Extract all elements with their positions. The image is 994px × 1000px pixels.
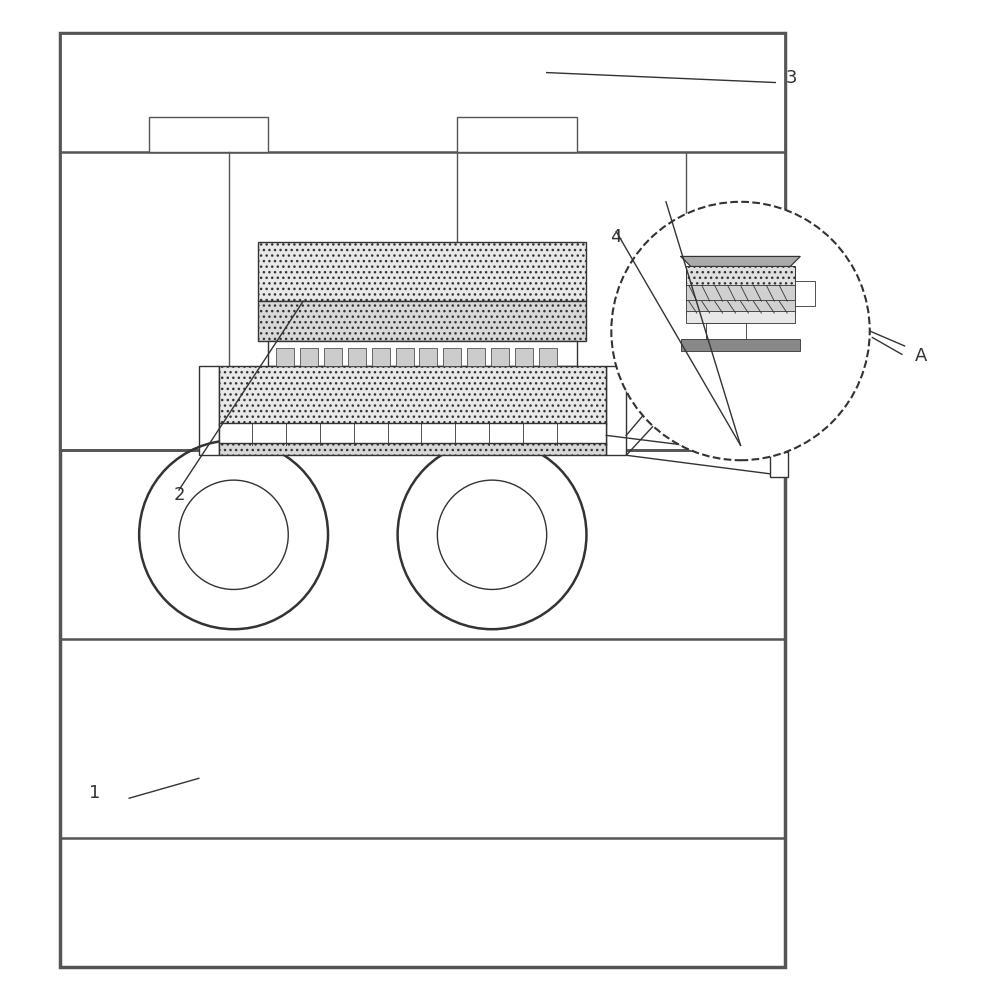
Bar — [686, 300, 795, 313]
Bar — [467, 348, 485, 366]
Bar — [606, 366, 626, 455]
Bar — [258, 301, 586, 341]
Bar — [539, 348, 557, 366]
Text: 1: 1 — [89, 784, 100, 802]
Bar — [686, 311, 795, 323]
Text: 2: 2 — [174, 486, 186, 504]
Bar — [60, 33, 785, 450]
Bar — [300, 348, 318, 366]
Bar — [199, 366, 219, 455]
Bar — [706, 323, 746, 341]
Bar — [324, 348, 342, 366]
Polygon shape — [681, 256, 800, 266]
Bar — [491, 348, 509, 366]
Bar — [419, 348, 437, 366]
Bar — [348, 348, 366, 366]
Bar — [258, 242, 586, 301]
Text: 3: 3 — [785, 69, 797, 87]
Text: A: A — [914, 347, 926, 365]
Text: 4: 4 — [610, 228, 622, 246]
Bar — [219, 443, 606, 455]
Bar — [686, 285, 795, 301]
Bar — [443, 348, 461, 366]
Bar — [396, 348, 414, 366]
Bar — [276, 348, 294, 366]
Bar — [795, 281, 815, 306]
Bar — [268, 341, 577, 366]
Circle shape — [611, 202, 870, 460]
Bar — [515, 348, 533, 366]
Bar — [686, 266, 795, 286]
Bar — [219, 366, 606, 425]
Bar — [60, 33, 785, 967]
Bar — [457, 117, 577, 152]
Bar — [372, 348, 390, 366]
Bar — [770, 452, 788, 477]
Bar — [149, 117, 268, 152]
Bar — [681, 339, 800, 351]
Bar — [219, 423, 606, 445]
